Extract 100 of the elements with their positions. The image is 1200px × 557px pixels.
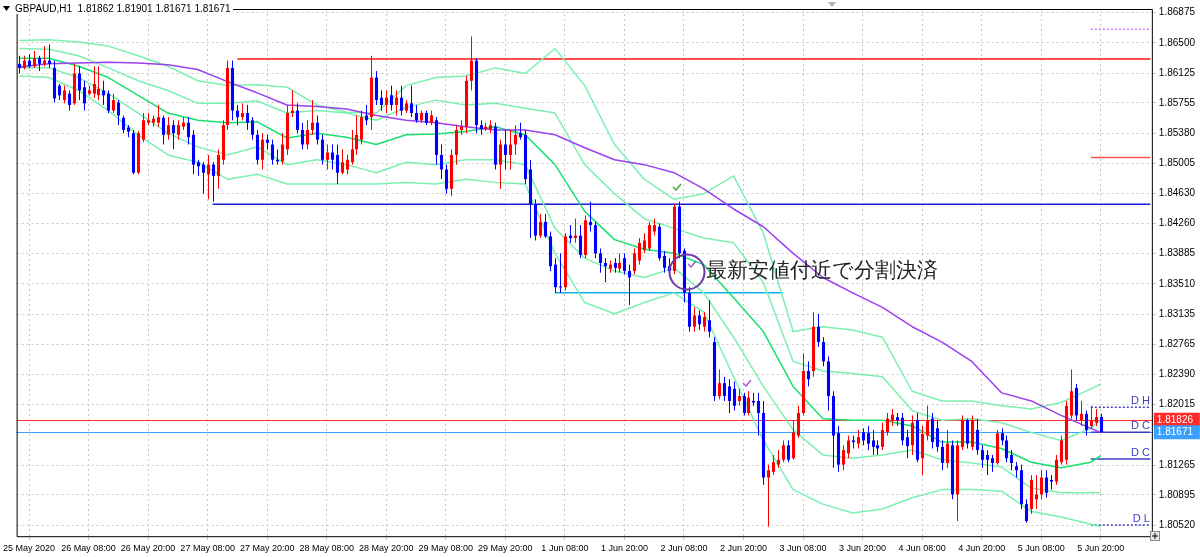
candlestick	[578, 224, 583, 259]
x-tick-label: 2 Jun 08:00	[660, 543, 708, 554]
candlestick	[300, 122, 305, 150]
candlestick	[707, 299, 712, 338]
candlestick	[866, 425, 871, 451]
y-tick-label: 1.86125	[1158, 66, 1196, 78]
candlestick	[394, 89, 399, 116]
candlestick	[975, 418, 980, 456]
candlestick	[106, 89, 111, 114]
candlestick	[77, 65, 82, 101]
annotation: D C	[1130, 418, 1150, 431]
y-tick-label: 1.83510	[1158, 277, 1196, 289]
candlestick	[598, 248, 603, 274]
candlestick	[260, 132, 265, 170]
y-tick-label: 1.86875	[1158, 6, 1196, 18]
candlestick	[67, 89, 72, 112]
candlestick	[905, 429, 910, 459]
y-tick-label: 1.83135	[1158, 307, 1196, 319]
candlestick	[627, 264, 632, 306]
candlestick	[1034, 474, 1039, 510]
x-tick-label: 4 Jun 08:00	[898, 543, 946, 554]
candlestick	[702, 311, 707, 333]
x-tick-label: 29 May 08:00	[418, 543, 474, 554]
candlestick	[270, 139, 275, 166]
candlestick	[340, 148, 345, 175]
candlestick	[1089, 405, 1094, 429]
candlestick	[756, 392, 761, 437]
candlestick	[379, 89, 384, 112]
annotation: D C	[1130, 445, 1150, 458]
x-tick-label: 3 Jun 08:00	[779, 543, 827, 554]
y-tick-label: 1.82390	[1158, 368, 1196, 380]
y-tick-label: 1.81265	[1158, 458, 1196, 470]
candlestick	[786, 439, 791, 463]
candlestick	[345, 154, 350, 175]
candlestick	[82, 80, 87, 112]
candlestick	[186, 116, 191, 145]
candlestick	[439, 143, 444, 180]
candlestick	[92, 65, 97, 99]
x-tick-label: 1 Jun 08:00	[541, 543, 589, 554]
candlestick	[216, 148, 221, 190]
candlestick	[245, 104, 250, 131]
candlestick	[980, 444, 985, 469]
candlestick	[806, 360, 811, 387]
candlestick	[176, 119, 181, 141]
y-tick-label: 1.82015	[1158, 398, 1196, 410]
candlestick	[766, 464, 771, 528]
x-tick-label: 5 Jun 20:00	[1077, 543, 1125, 554]
candlestick	[1079, 400, 1084, 427]
candlestick	[1004, 435, 1009, 463]
candlestick	[746, 390, 751, 416]
candlestick	[47, 43, 52, 69]
candlestick	[697, 310, 702, 331]
candlestick	[513, 124, 518, 156]
candlestick	[692, 306, 697, 333]
y-tick-label: 1.85755	[1158, 96, 1196, 108]
candlestick	[841, 444, 846, 471]
candlestick	[409, 85, 414, 118]
candlestick	[350, 129, 355, 166]
candlestick	[538, 213, 543, 239]
candlestick	[310, 99, 315, 136]
candlestick	[399, 85, 404, 116]
annotation: 最新安値付近で分割決済	[706, 257, 938, 283]
candlestick	[603, 257, 608, 283]
candlestick	[647, 221, 652, 252]
candlestick	[935, 419, 940, 453]
y-tick-label: 1.82765	[1158, 337, 1196, 349]
candlestick	[171, 119, 176, 150]
candlestick	[384, 89, 389, 114]
x-tick-label: 28 May 20:00	[358, 543, 414, 554]
candlestick	[727, 378, 732, 414]
candlestick	[42, 45, 47, 67]
candlestick	[116, 99, 121, 126]
candlestick	[201, 161, 206, 195]
candlestick	[662, 250, 667, 274]
candlestick	[444, 164, 449, 195]
annotation: D H	[1130, 393, 1150, 406]
chart-title: GBPAUD,H1 1.81862 1.81901 1.81671 1.81671	[13, 3, 233, 14]
candlestick	[1024, 498, 1029, 524]
candlestick	[498, 139, 503, 190]
candlestick	[637, 237, 642, 266]
candlestick	[781, 439, 786, 463]
candlestick	[945, 429, 950, 469]
candlestick	[1039, 469, 1044, 500]
candlestick	[374, 70, 379, 106]
candlestick	[940, 439, 945, 471]
candlestick	[206, 154, 211, 200]
candlestick	[1009, 449, 1014, 471]
candlestick	[722, 376, 727, 402]
candlestick	[553, 257, 558, 294]
candlestick	[280, 132, 285, 166]
candlestick	[930, 412, 935, 449]
candlestick	[642, 232, 647, 254]
x-tick-label: 26 May 08:00	[61, 543, 116, 554]
x-tick-label: 28 May 08:00	[299, 543, 354, 554]
x-tick-label: 27 May 20:00	[239, 543, 295, 554]
x-tick-label: 3 Jun 20:00	[839, 543, 887, 554]
candlestick	[111, 93, 116, 114]
candlestick	[880, 422, 885, 451]
candlestick	[161, 114, 166, 145]
y-tick-label: 1.84630	[1158, 187, 1196, 199]
